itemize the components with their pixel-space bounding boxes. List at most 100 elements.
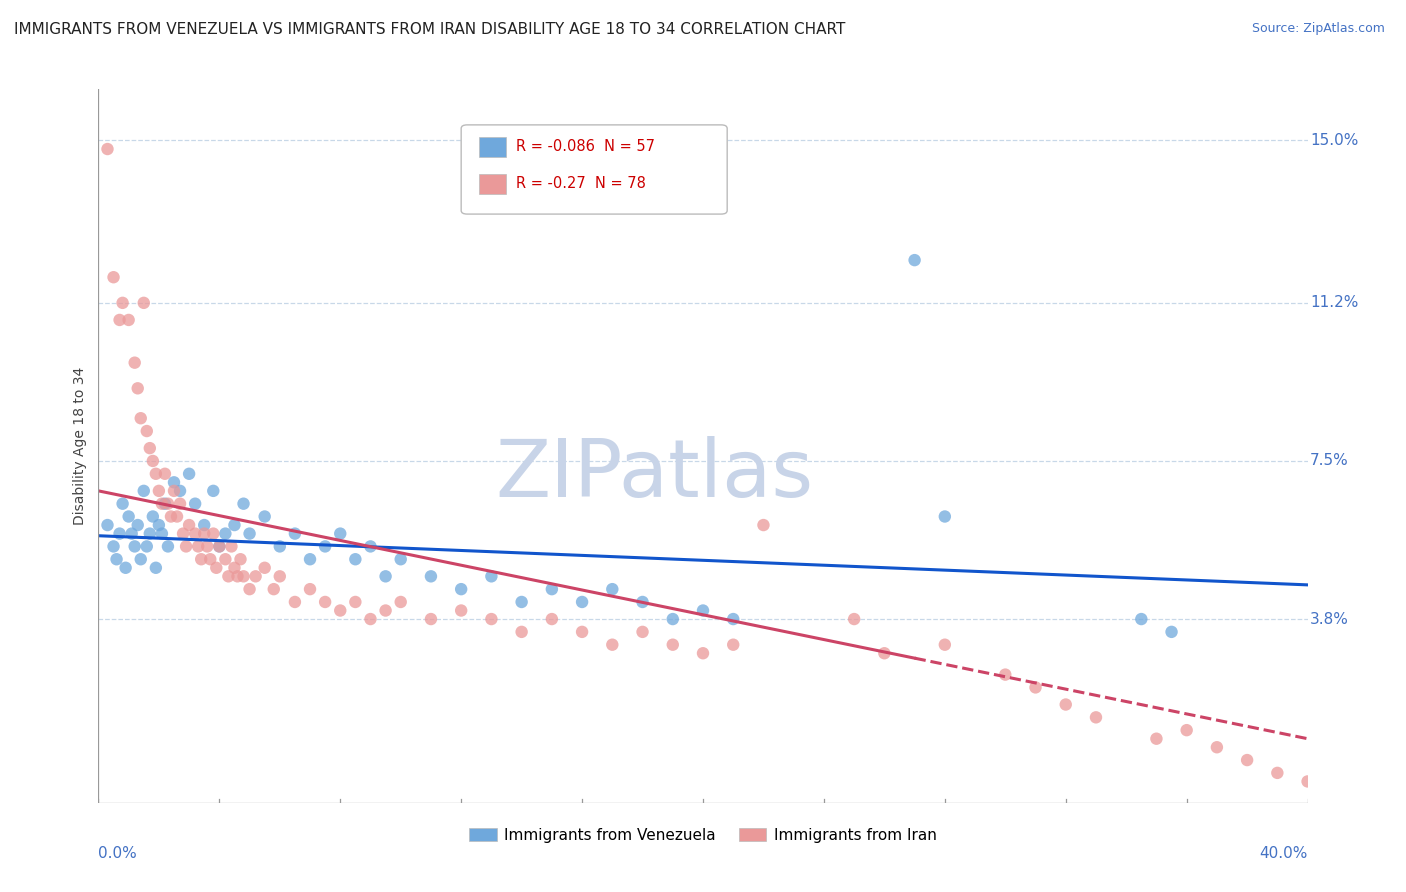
- Point: [148, 483, 170, 498]
- Point: [135, 424, 157, 438]
- Point: [934, 638, 956, 652]
- Point: [229, 552, 252, 566]
- Point: [105, 552, 128, 566]
- Point: [389, 595, 412, 609]
- Point: [844, 612, 866, 626]
- Point: [284, 526, 307, 541]
- Point: [450, 582, 472, 596]
- Point: [163, 475, 186, 490]
- Point: [195, 540, 218, 554]
- Point: [329, 603, 352, 617]
- Text: 3.8%: 3.8%: [1310, 612, 1348, 626]
- Point: [1206, 740, 1229, 755]
- Point: [540, 612, 562, 626]
- Point: [1296, 774, 1319, 789]
- Point: [208, 540, 231, 554]
- Text: 7.5%: 7.5%: [1310, 453, 1348, 468]
- Point: [253, 509, 276, 524]
- Point: [103, 540, 125, 554]
- Point: [221, 540, 243, 554]
- Point: [142, 509, 165, 524]
- Point: [661, 638, 683, 652]
- Point: [169, 497, 191, 511]
- Point: [169, 483, 191, 498]
- Point: [450, 603, 472, 617]
- Point: [510, 624, 533, 639]
- Point: [205, 561, 228, 575]
- Text: 40.0%: 40.0%: [1260, 846, 1308, 861]
- Point: [692, 646, 714, 660]
- FancyBboxPatch shape: [479, 174, 506, 194]
- Point: [179, 518, 201, 533]
- Text: 15.0%: 15.0%: [1310, 133, 1358, 148]
- Point: [172, 526, 194, 541]
- Point: [314, 540, 336, 554]
- Point: [232, 497, 254, 511]
- Point: [129, 552, 152, 566]
- Point: [752, 518, 775, 533]
- Point: [232, 569, 254, 583]
- Point: [269, 569, 291, 583]
- Point: [329, 526, 352, 541]
- Text: R = -0.086  N = 57: R = -0.086 N = 57: [516, 139, 655, 153]
- Point: [135, 540, 157, 554]
- Point: [481, 569, 503, 583]
- Point: [202, 526, 225, 541]
- Point: [148, 518, 170, 533]
- Point: [263, 582, 285, 596]
- Point: [224, 561, 246, 575]
- Point: [299, 552, 322, 566]
- Text: R = -0.27  N = 78: R = -0.27 N = 78: [516, 176, 645, 191]
- Point: [873, 646, 896, 660]
- Point: [214, 526, 236, 541]
- Point: [374, 603, 396, 617]
- Point: [111, 296, 134, 310]
- Point: [132, 296, 155, 310]
- Point: [1160, 624, 1182, 639]
- Point: [184, 526, 207, 541]
- Point: [111, 497, 134, 511]
- Point: [114, 561, 136, 575]
- Point: [284, 595, 307, 609]
- Text: 11.2%: 11.2%: [1310, 295, 1358, 310]
- Point: [1054, 698, 1077, 712]
- Point: [217, 569, 239, 583]
- Point: [156, 540, 179, 554]
- Point: [193, 526, 215, 541]
- Point: [299, 582, 322, 596]
- Point: [226, 569, 249, 583]
- Point: [179, 467, 201, 481]
- Point: [540, 582, 562, 596]
- Y-axis label: Disability Age 18 to 34: Disability Age 18 to 34: [73, 367, 87, 525]
- Point: [1024, 681, 1046, 695]
- Point: [1085, 710, 1108, 724]
- FancyBboxPatch shape: [479, 137, 506, 157]
- Text: IMMIGRANTS FROM VENEZUELA VS IMMIGRANTS FROM IRAN DISABILITY AGE 18 TO 34 CORREL: IMMIGRANTS FROM VENEZUELA VS IMMIGRANTS …: [14, 22, 845, 37]
- Point: [631, 624, 654, 639]
- Point: [190, 552, 212, 566]
- Point: [723, 638, 745, 652]
- Point: [184, 497, 207, 511]
- Point: [631, 595, 654, 609]
- Point: [1130, 612, 1153, 626]
- Point: [174, 540, 197, 554]
- Point: [723, 612, 745, 626]
- Point: [150, 497, 173, 511]
- Point: [571, 624, 593, 639]
- Point: [934, 509, 956, 524]
- Point: [127, 518, 149, 533]
- Point: [1175, 723, 1198, 738]
- Point: [994, 667, 1017, 681]
- Point: [145, 467, 167, 481]
- Point: [571, 595, 593, 609]
- Point: [661, 612, 683, 626]
- Text: ZIPatlas: ZIPatlas: [495, 435, 814, 514]
- Point: [360, 540, 382, 554]
- Point: [374, 569, 396, 583]
- Point: [187, 540, 209, 554]
- Point: [1236, 753, 1258, 767]
- Point: [1267, 765, 1289, 780]
- Point: [208, 540, 231, 554]
- Text: Source: ZipAtlas.com: Source: ZipAtlas.com: [1251, 22, 1385, 36]
- Point: [245, 569, 267, 583]
